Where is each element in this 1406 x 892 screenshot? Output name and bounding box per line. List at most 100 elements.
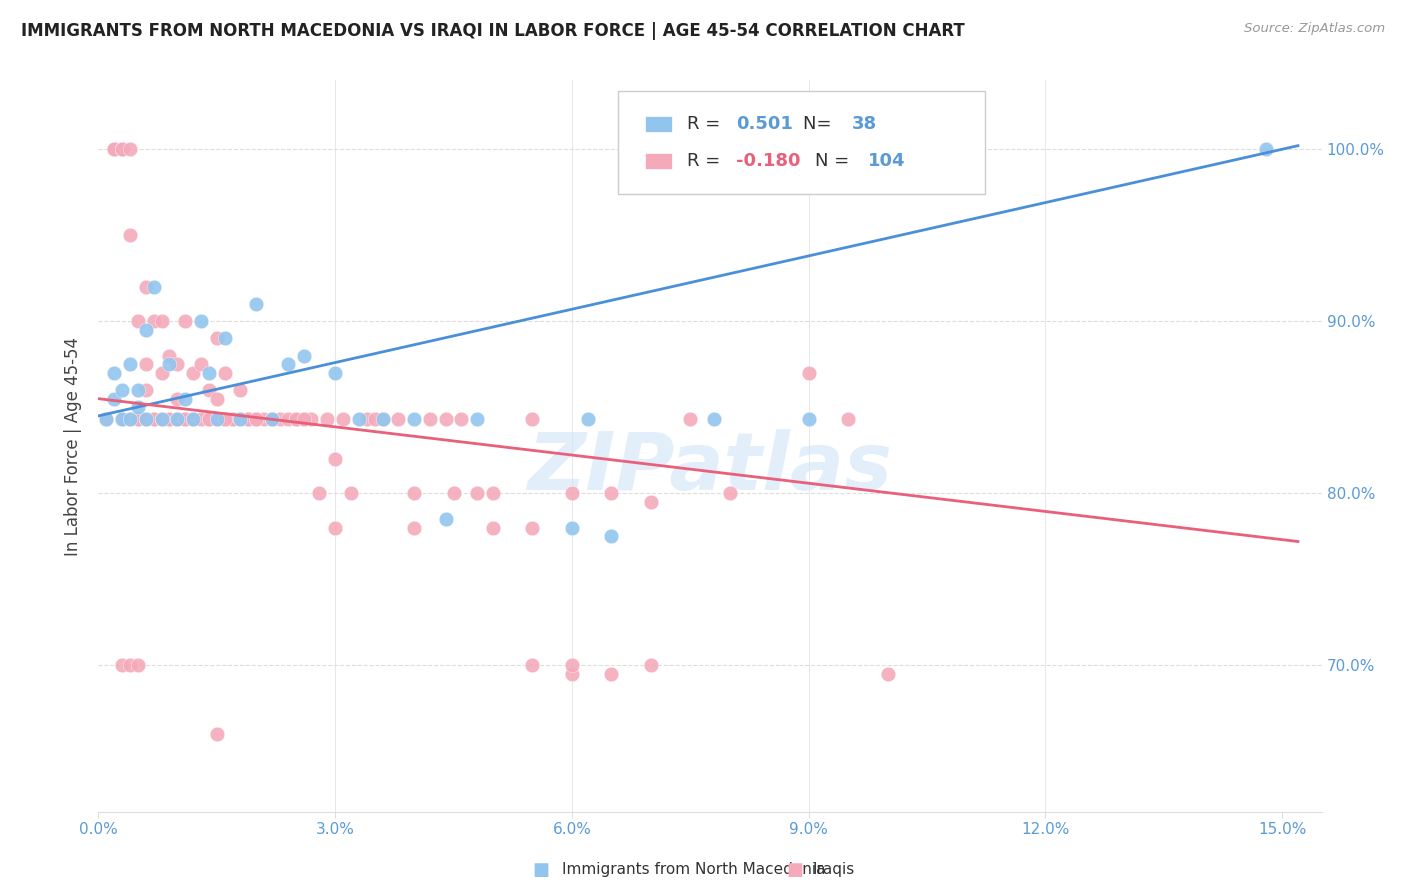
- Point: [166, 357, 188, 371]
- FancyBboxPatch shape: [619, 91, 986, 194]
- Point: [127, 383, 149, 397]
- Point: [522, 521, 544, 535]
- Point: [600, 667, 623, 681]
- Point: [111, 412, 134, 426]
- Point: [127, 658, 149, 673]
- Point: [561, 667, 583, 681]
- Text: Source: ZipAtlas.com: Source: ZipAtlas.com: [1244, 22, 1385, 36]
- Point: [190, 314, 212, 328]
- Point: [284, 412, 307, 426]
- Point: [127, 412, 149, 426]
- Point: [221, 412, 243, 426]
- Point: [284, 412, 307, 426]
- Point: [323, 521, 346, 535]
- Point: [356, 412, 378, 426]
- Point: [371, 412, 394, 426]
- Point: [640, 658, 662, 673]
- Text: 0.501: 0.501: [735, 115, 793, 133]
- Point: [205, 412, 228, 426]
- Point: [111, 142, 134, 156]
- Point: [142, 412, 165, 426]
- Point: [301, 412, 323, 426]
- Point: [181, 412, 204, 426]
- Point: [174, 412, 197, 426]
- Point: [142, 280, 165, 294]
- Point: [181, 412, 204, 426]
- Point: [229, 412, 252, 426]
- Point: [103, 392, 125, 406]
- Point: [561, 486, 583, 500]
- Point: [308, 486, 330, 500]
- Point: [292, 349, 315, 363]
- Point: [127, 314, 149, 328]
- Point: [245, 412, 267, 426]
- Point: [181, 366, 204, 380]
- Text: ZIPatlas: ZIPatlas: [527, 429, 893, 507]
- FancyBboxPatch shape: [645, 153, 672, 169]
- Point: [703, 412, 725, 426]
- Point: [198, 412, 221, 426]
- Point: [600, 486, 623, 500]
- Point: [198, 383, 221, 397]
- Point: [214, 366, 236, 380]
- Point: [111, 658, 134, 673]
- Point: [522, 658, 544, 673]
- Text: -0.180: -0.180: [735, 152, 800, 169]
- Point: [166, 412, 188, 426]
- Point: [166, 412, 188, 426]
- Point: [118, 658, 141, 673]
- Point: [190, 412, 212, 426]
- Point: [561, 658, 583, 673]
- Point: [111, 142, 134, 156]
- Point: [205, 727, 228, 741]
- Point: [190, 357, 212, 371]
- Text: 104: 104: [868, 152, 905, 169]
- Point: [876, 667, 898, 681]
- Point: [96, 412, 118, 426]
- Point: [174, 392, 197, 406]
- Point: [198, 412, 221, 426]
- Point: [253, 412, 276, 426]
- Point: [450, 412, 472, 426]
- Text: IMMIGRANTS FROM NORTH MACEDONIA VS IRAQI IN LABOR FORCE | AGE 45-54 CORRELATION : IMMIGRANTS FROM NORTH MACEDONIA VS IRAQI…: [21, 22, 965, 40]
- Point: [214, 331, 236, 345]
- Text: Iraqis: Iraqis: [813, 863, 855, 877]
- Point: [205, 331, 228, 345]
- Point: [127, 401, 149, 415]
- Point: [166, 392, 188, 406]
- Point: [118, 142, 141, 156]
- Point: [465, 412, 488, 426]
- Point: [482, 486, 505, 500]
- Point: [404, 412, 426, 426]
- Point: [142, 412, 165, 426]
- Point: [245, 297, 267, 311]
- Point: [221, 412, 243, 426]
- Point: [198, 366, 221, 380]
- Text: Immigrants from North Macedonia: Immigrants from North Macedonia: [562, 863, 825, 877]
- Point: [142, 314, 165, 328]
- Point: [404, 486, 426, 500]
- Point: [150, 366, 173, 380]
- Point: [127, 412, 149, 426]
- Point: [229, 412, 252, 426]
- Point: [229, 383, 252, 397]
- Point: [387, 412, 409, 426]
- Point: [214, 412, 236, 426]
- Point: [135, 412, 157, 426]
- Point: [434, 512, 457, 526]
- Point: [238, 412, 260, 426]
- Text: ■: ■: [533, 861, 550, 879]
- Point: [214, 412, 236, 426]
- Text: R =: R =: [686, 152, 725, 169]
- Point: [118, 357, 141, 371]
- Point: [135, 357, 157, 371]
- Point: [111, 383, 134, 397]
- Point: [347, 412, 370, 426]
- Point: [260, 412, 283, 426]
- Point: [340, 486, 363, 500]
- Point: [150, 412, 173, 426]
- Point: [238, 412, 260, 426]
- Point: [135, 323, 157, 337]
- Text: R =: R =: [686, 115, 725, 133]
- Point: [118, 412, 141, 426]
